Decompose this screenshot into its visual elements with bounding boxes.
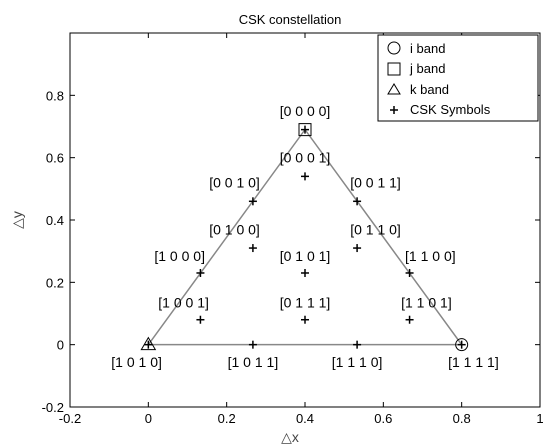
csk-symbol-label: [1 0 0 0] bbox=[154, 248, 205, 264]
csk-symbol-label: [0 1 0 0] bbox=[209, 221, 260, 237]
j-band-marker bbox=[298, 123, 312, 137]
csk-symbol-point bbox=[196, 315, 205, 324]
legend-circle-icon bbox=[387, 41, 401, 55]
csk-symbol-point bbox=[144, 340, 153, 349]
k-band-marker bbox=[140, 336, 157, 351]
csk-symbol-point bbox=[301, 268, 309, 277]
csk-symbol-point bbox=[248, 244, 257, 253]
legend-label-i-band: i band bbox=[410, 41, 445, 56]
legend: i band j band k band CSK Symbols bbox=[377, 34, 539, 122]
csk-symbol-point bbox=[405, 268, 414, 277]
legend-label-k-band: k band bbox=[410, 82, 449, 97]
csk-symbol-point bbox=[353, 340, 362, 349]
csk-symbol-label: [0 1 1 1] bbox=[280, 295, 331, 311]
legend-box bbox=[377, 34, 539, 122]
legend-plus-icon bbox=[390, 106, 398, 114]
x-tick-label: 0 bbox=[145, 411, 152, 426]
x-axis-label: △x bbox=[281, 429, 299, 445]
y-tick-label: 0.2 bbox=[46, 275, 64, 290]
x-tick-label: 0.6 bbox=[374, 411, 392, 426]
csk-symbol-point bbox=[353, 244, 362, 253]
csk-symbol-label: [1 0 1 0] bbox=[111, 354, 162, 370]
csk-symbol-label: [1 1 1 0] bbox=[332, 354, 383, 370]
y-tick-label: 0.8 bbox=[46, 88, 64, 103]
csk-symbol-label: [0 1 0 1] bbox=[280, 248, 331, 264]
csk-symbol-label: [0 0 1 0] bbox=[209, 175, 260, 191]
plot-area: [0 0 0 0] [0 0 0 1] [0 0 1 0] [0 0 1 1] [0 1… bbox=[111, 103, 498, 370]
y-axis: -0.2 0 0.2 0.4 0.6 0.8 bbox=[42, 88, 540, 415]
y-tick-label: 0 bbox=[57, 338, 64, 353]
csk-symbol-point bbox=[248, 197, 257, 206]
csk-symbol-label: [0 1 1 0] bbox=[350, 221, 401, 237]
csk-symbol-point bbox=[301, 172, 309, 181]
csk-symbol-label: [0 0 0 0] bbox=[280, 103, 331, 119]
x-tick-label: 0.2 bbox=[218, 411, 236, 426]
csk-symbol-point bbox=[301, 125, 309, 134]
csk-symbol-point bbox=[457, 340, 466, 349]
csk-symbol-point bbox=[405, 315, 414, 324]
gamut-triangle bbox=[146, 128, 464, 346]
y-tick-label: 0.6 bbox=[46, 151, 64, 166]
legend-label-csk-symbols: CSK Symbols bbox=[410, 102, 491, 117]
x-tick-label: 1 bbox=[536, 411, 543, 426]
csk-symbol-point bbox=[301, 315, 309, 324]
csk-symbol-label: [1 1 0 0] bbox=[405, 248, 456, 264]
csk-symbol-point bbox=[353, 197, 362, 206]
x-tick-label: 0.8 bbox=[453, 411, 471, 426]
legend-square-icon bbox=[387, 62, 401, 76]
csk-symbol-label: [1 0 1 1] bbox=[228, 354, 279, 370]
x-axis: -0.2 0 0.2 0.4 0.6 0.8 1 bbox=[59, 33, 544, 426]
legend-label-j-band: j band bbox=[409, 61, 445, 76]
legend-triangle-icon bbox=[387, 83, 401, 95]
csk-symbol-point bbox=[196, 268, 205, 277]
x-tick-label: 0.4 bbox=[296, 411, 314, 426]
i-band-marker bbox=[455, 338, 469, 352]
chart-title: CSK constellation bbox=[239, 12, 342, 27]
csk-symbol-label: [1 1 0 1] bbox=[401, 295, 452, 311]
csk-symbol-label: [0 0 1 1] bbox=[350, 175, 401, 191]
x-tick-label: -0.2 bbox=[59, 411, 81, 426]
y-axis-label: △y bbox=[9, 211, 25, 229]
csk-symbol-label: [1 1 1 1] bbox=[448, 354, 499, 370]
y-tick-label: 0.4 bbox=[46, 213, 64, 228]
csk-symbol-point bbox=[248, 340, 257, 349]
csk-symbol-label: [1 0 0 1] bbox=[158, 295, 209, 311]
csk-symbol-label: [0 0 0 1] bbox=[280, 150, 331, 166]
y-tick-label: -0.2 bbox=[42, 400, 64, 415]
